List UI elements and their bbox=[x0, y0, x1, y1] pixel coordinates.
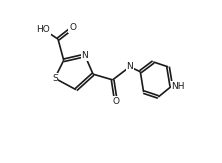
Text: O: O bbox=[69, 23, 76, 32]
Text: O: O bbox=[112, 96, 119, 106]
Text: HO: HO bbox=[36, 25, 50, 34]
Text: NH: NH bbox=[171, 82, 185, 91]
Text: N: N bbox=[81, 51, 88, 60]
Text: S: S bbox=[52, 74, 58, 83]
Text: N: N bbox=[126, 62, 133, 71]
